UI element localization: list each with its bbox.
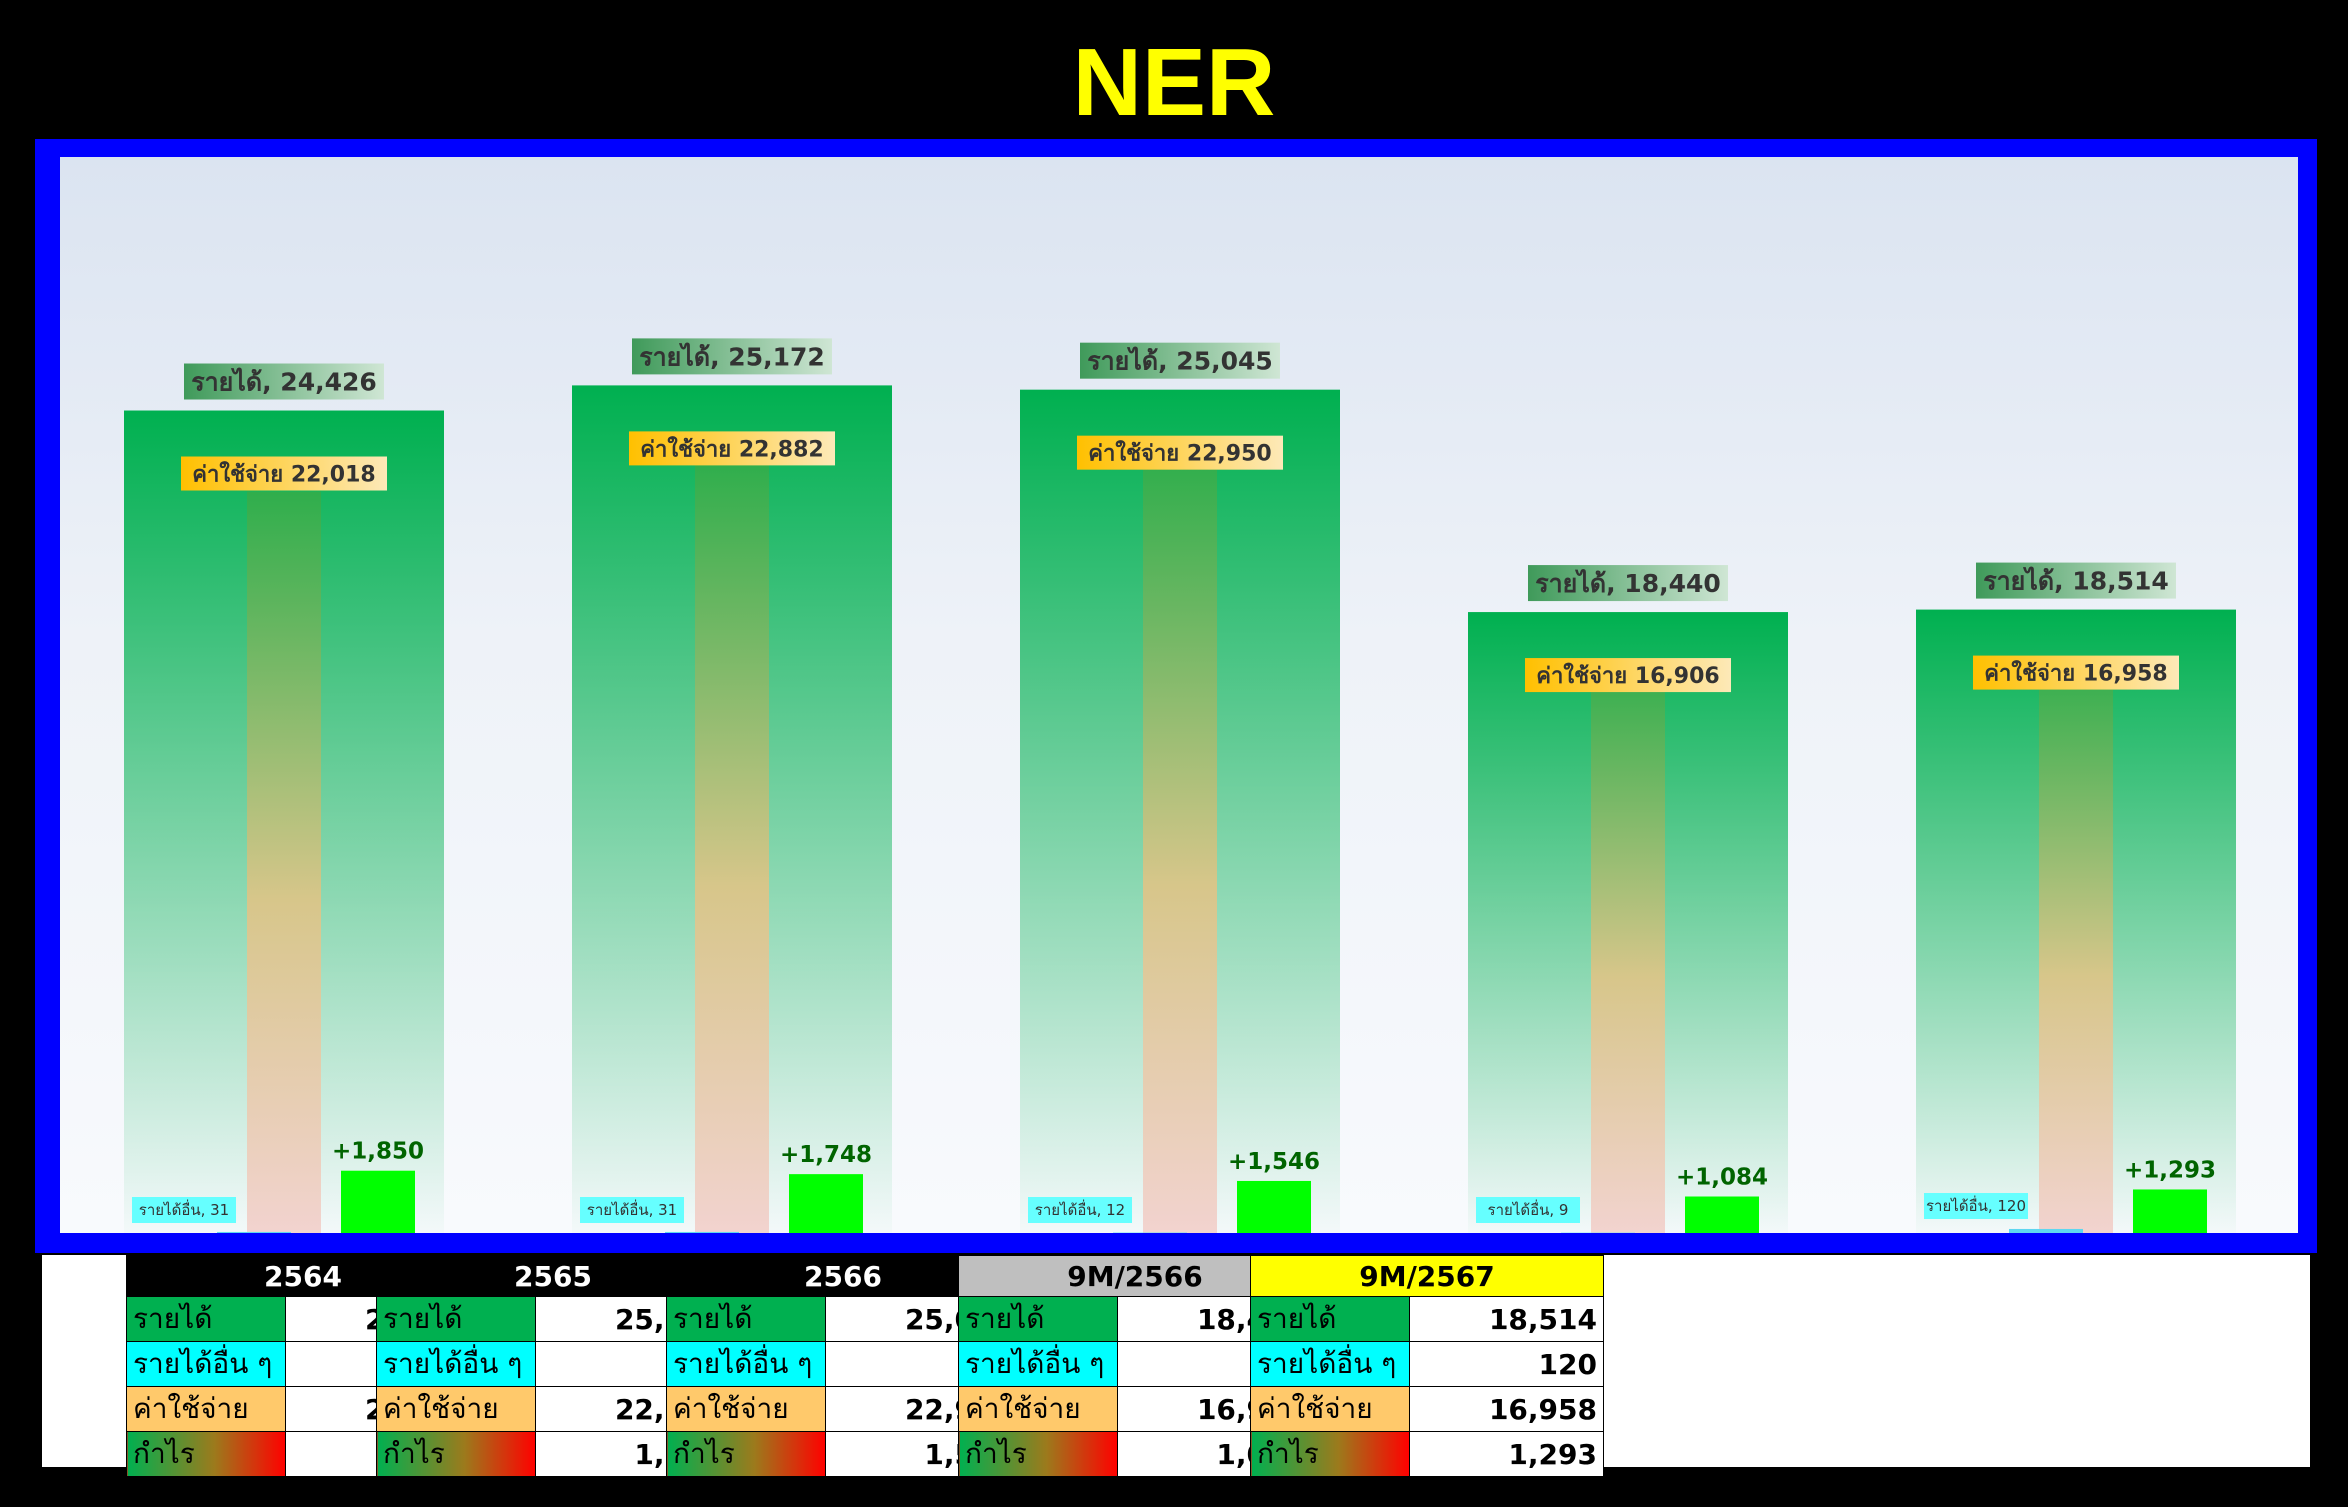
table-row: รายได้อื่น ๆ 120: [1250, 1341, 1604, 1387]
bar-chart: +1,850 รายได้อื่น, 31 รายได้, 24,426 ค่าใช้…: [124, 338, 2236, 1233]
row-value-expense: 16,958: [1409, 1386, 1604, 1432]
row-label-expense: ค่าใช้จ่าย: [376, 1386, 536, 1432]
row-label-profit: กำไร: [958, 1431, 1118, 1477]
row-label-revenue: รายได้: [376, 1296, 536, 1342]
revenue-label-bg: [1976, 562, 2176, 599]
row-label-other-income: รายได้อื่น ๆ: [958, 1341, 1118, 1387]
expense-label: ค่าใช้จ่าย 16,958: [1984, 660, 2167, 687]
other-income-label-bg: [1924, 1193, 2028, 1219]
row-label-revenue: รายได้: [126, 1296, 286, 1342]
other-income-bar: [665, 1231, 739, 1233]
row-label-revenue: รายได้: [1250, 1296, 1410, 1342]
revenue-label: รายได้, 24,426: [191, 367, 377, 397]
row-label-profit: กำไร: [666, 1431, 826, 1477]
row-label-expense: ค่าใช้จ่าย: [958, 1386, 1118, 1432]
row-label-expense: ค่าใช้จ่าย: [1250, 1386, 1410, 1432]
other-income-label: รายได้อื่น, 120: [1926, 1195, 2026, 1215]
other-income-label-bg: [132, 1197, 236, 1223]
summary-tables: 2564 รายได้ 24,426 รายได้อื่น ๆ 31 ค่าใช…: [42, 1255, 2310, 1477]
expense-label-bg: [1973, 655, 2179, 690]
row-label-other-income: รายได้อื่น ๆ: [376, 1341, 536, 1387]
profit-bar: [789, 1174, 863, 1233]
revenue-label: รายได้, 18,514: [1983, 566, 2169, 596]
row-label-expense: ค่าใช้จ่าย: [126, 1386, 286, 1432]
table-row: รายได้ 18,514: [1250, 1296, 1604, 1342]
plot-area: +1,850 รายได้อื่น, 31 รายได้, 24,426 ค่าใช้…: [60, 157, 2298, 1233]
expense-label-bg: [1525, 658, 1731, 693]
row-value-revenue: 18,514: [1409, 1296, 1604, 1342]
revenue-label: รายได้, 18,440: [1535, 568, 1721, 598]
row-label-profit: กำไร: [1250, 1431, 1410, 1477]
expense-label-bg: [1077, 435, 1283, 470]
row-label-expense: ค่าใช้จ่าย: [666, 1386, 826, 1432]
table-row: กำไร 1,293: [1250, 1431, 1604, 1477]
revenue-label-bg: [1080, 342, 1280, 379]
revenue-label-bg: [632, 338, 832, 375]
other-income-label-bg: [1028, 1197, 1132, 1223]
expense-label-bg: [629, 431, 835, 466]
expense-label: ค่าใช้จ่าย 22,950: [1088, 440, 1271, 467]
expense-label: ค่าใช้จ่าย 22,018: [192, 461, 375, 488]
profit-label: +1,850: [332, 1139, 424, 1165]
other-income-label-bg: [1476, 1197, 1580, 1223]
expense-label: ค่าใช้จ่าย 22,882: [640, 435, 823, 462]
profit-bar: [2133, 1189, 2207, 1233]
other-income-label: รายได้อื่น, 31: [587, 1199, 677, 1219]
other-income-bar: [217, 1231, 291, 1233]
profit-label: +1,293: [2124, 1157, 2216, 1183]
row-value-other-income: 120: [1409, 1341, 1604, 1387]
row-value-profit: 1,293: [1409, 1431, 1604, 1477]
profit-label: +1,748: [780, 1142, 872, 1168]
expense-bar: [247, 491, 321, 1233]
expense-label: ค่าใช้จ่าย 16,906: [1536, 662, 1719, 689]
expense-label-bg: [181, 456, 387, 491]
expense-bar: [1143, 460, 1217, 1233]
row-label-other-income: รายได้อื่น ๆ: [666, 1341, 826, 1387]
row-label-revenue: รายได้: [958, 1296, 1118, 1342]
profit-label: +1,084: [1676, 1164, 1768, 1190]
revenue-label-bg: [184, 363, 384, 400]
other-income-label-bg: [580, 1197, 684, 1223]
profit-bar: [341, 1170, 415, 1233]
other-income-label: รายได้อื่น, 12: [1035, 1199, 1125, 1219]
revenue-label: รายได้, 25,045: [1087, 346, 1273, 376]
summary-table-9m-2567: 9M/2567 รายได้ 18,514 รายได้อื่น ๆ 120 ค…: [1250, 1255, 1604, 1477]
row-label-revenue: รายได้: [666, 1296, 826, 1342]
revenue-label: รายได้, 25,172: [639, 341, 825, 371]
expense-bar: [1591, 663, 1665, 1233]
row-label-profit: กำไร: [126, 1431, 286, 1477]
expense-bar: [2039, 661, 2113, 1233]
table-header: 9M/2567: [1250, 1255, 1604, 1297]
row-label-other-income: รายได้อื่น ๆ: [126, 1341, 286, 1387]
other-income-label: รายได้อื่น, 9: [1488, 1199, 1569, 1219]
profit-bar: [1237, 1180, 1311, 1233]
expense-bar: [695, 462, 769, 1233]
chart-title: NER: [1072, 29, 1276, 136]
profit-bar: [1685, 1196, 1759, 1233]
row-label-other-income: รายได้อื่น ๆ: [1250, 1341, 1410, 1387]
table-row: ค่าใช้จ่าย 16,958: [1250, 1386, 1604, 1432]
revenue-label-bg: [1528, 565, 1728, 602]
other-income-bar: [2009, 1228, 2083, 1233]
other-income-label: รายได้อื่น, 31: [139, 1199, 229, 1219]
profit-label: +1,546: [1228, 1149, 1320, 1175]
row-label-profit: กำไร: [376, 1431, 536, 1477]
